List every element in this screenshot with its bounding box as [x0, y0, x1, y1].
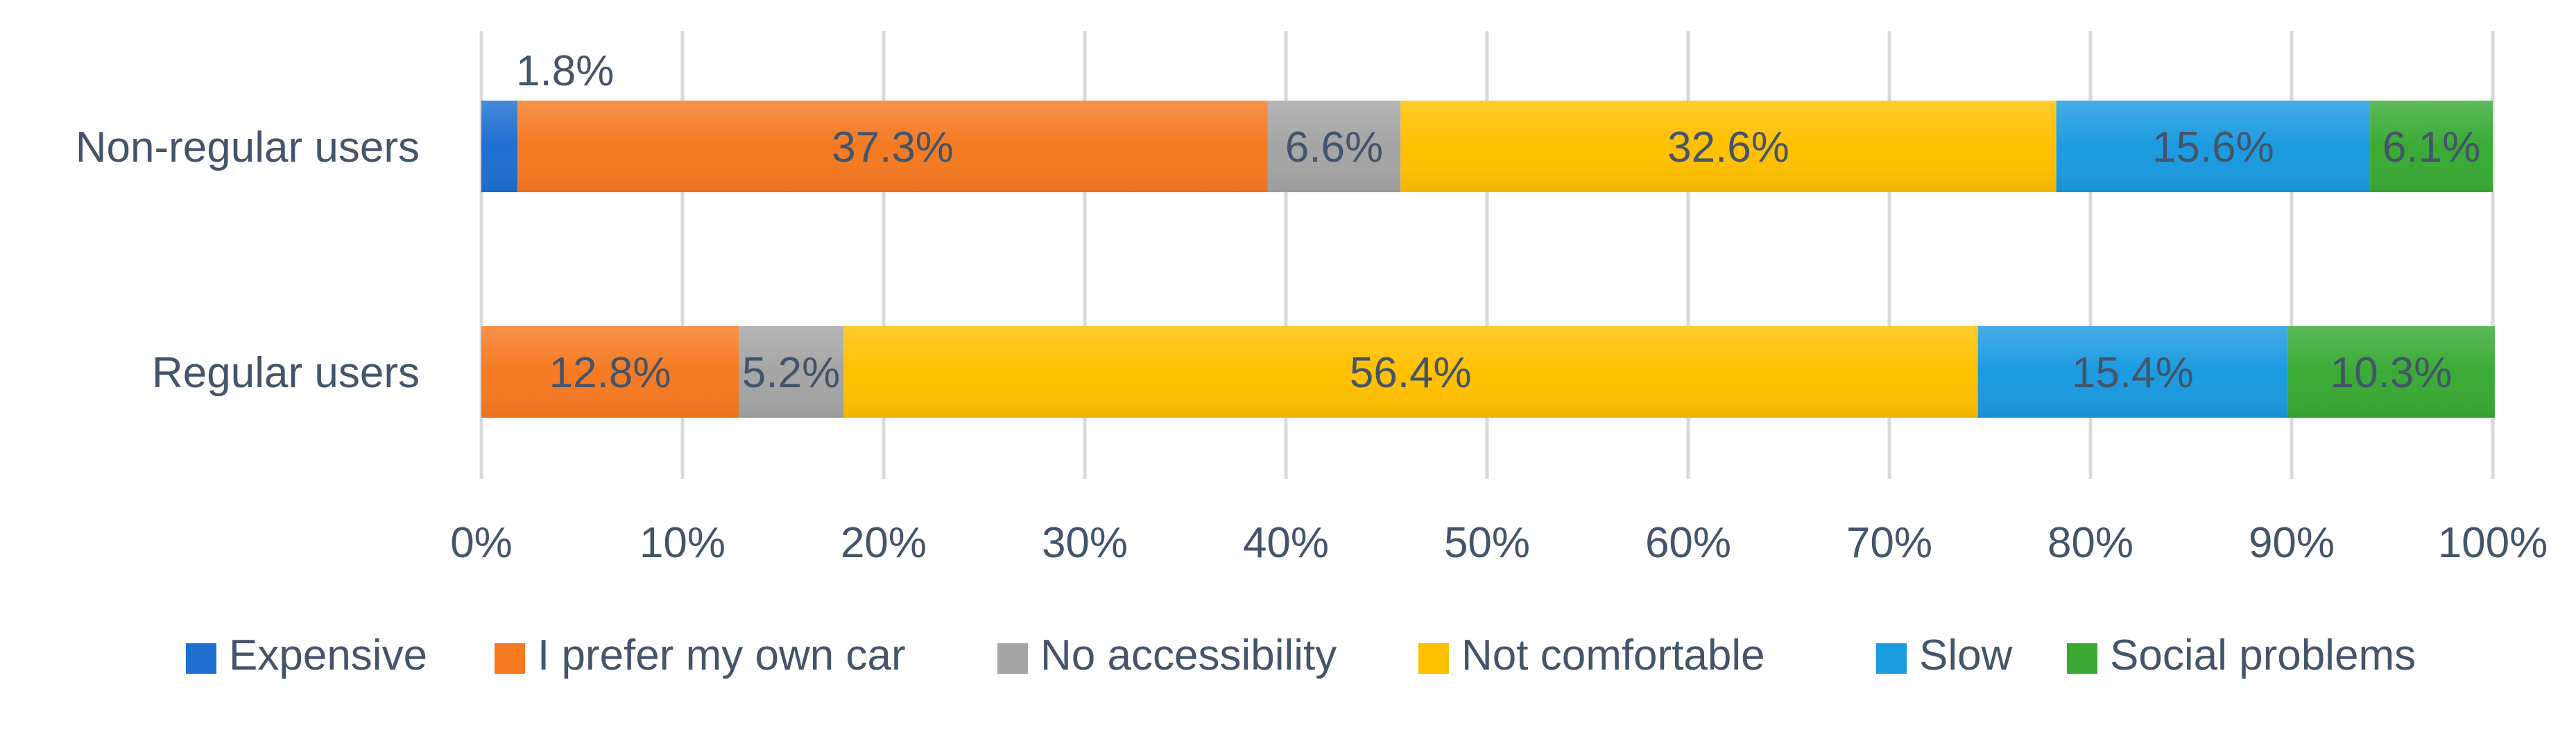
legend-label: I prefer my own car: [538, 631, 906, 679]
data-label: 12.8%: [549, 349, 671, 397]
x-tick-label: 10%: [639, 519, 725, 567]
y-axis-categories: Non-regular users Regular users: [76, 124, 420, 397]
data-label: 56.4%: [1350, 349, 1472, 397]
bar-segment-shade: [739, 326, 843, 418]
legend: Expensive I prefer my own car No accessibi…: [186, 631, 2416, 679]
x-tick-label: 40%: [1243, 519, 1329, 567]
legend-swatch: [997, 643, 1028, 674]
category-label: Regular users: [152, 349, 420, 397]
bar-segment-shade: [1977, 326, 2288, 418]
category-label: Non-regular users: [76, 124, 420, 171]
bar-segment-shade: [481, 101, 518, 192]
bars: [481, 101, 2495, 418]
legend-swatch: [186, 643, 216, 674]
x-tick-label: 70%: [1846, 519, 1932, 567]
legend-swatch: [1876, 643, 1907, 674]
data-label: 1.8%: [516, 47, 614, 95]
bar-segment-shade: [1267, 101, 1401, 192]
x-tick-label: 20%: [841, 519, 927, 567]
x-tick-label: 90%: [2249, 519, 2335, 567]
x-tick-label: 60%: [1645, 519, 1731, 567]
bar-segment-shade: [843, 326, 1978, 418]
legend-label: Social problems: [2110, 631, 2416, 679]
x-tick-label: 100%: [2438, 519, 2548, 567]
x-axis-ticks: 0% 10% 20% 30% 40% 50% 60% 70% 80% 90% 100%: [450, 519, 2548, 567]
data-label: 6.6%: [1285, 124, 1383, 171]
bar-segment-shade: [1400, 101, 2056, 192]
x-tick-label: 30%: [1042, 519, 1128, 567]
legend-label: Slow: [1919, 631, 2013, 679]
bar-segment-shade: [2287, 326, 2495, 418]
legend-label: Expensive: [229, 631, 427, 679]
data-labels: 1.8% 37.3% 6.6% 32.6% 15.6% 6.1% 12.8% 5.2% 56.4…: [516, 47, 2480, 397]
bar-segment-shade: [481, 326, 739, 418]
x-tick-label: 80%: [2047, 519, 2133, 567]
bar-segment-shade: [517, 101, 1268, 192]
data-label: 15.4%: [2072, 349, 2194, 397]
data-label: 10.3%: [2330, 349, 2453, 397]
data-label: 37.3%: [832, 124, 954, 171]
bar-segment-shade: [2370, 101, 2493, 192]
data-label: 15.6%: [2152, 124, 2274, 171]
data-label: 32.6%: [1667, 124, 1789, 171]
legend-swatch: [495, 643, 525, 674]
x-tick-label: 0%: [450, 519, 513, 567]
data-label: 6.1%: [2382, 124, 2480, 171]
legend-label: No accessibility: [1040, 631, 1337, 679]
x-tick-label: 50%: [1444, 519, 1530, 567]
bar-segment-shade: [2056, 101, 2371, 192]
data-label: 5.2%: [742, 349, 840, 397]
legend-label: Not comfortable: [1461, 631, 1765, 679]
legend-swatch: [1418, 643, 1449, 674]
legend-swatch: [2067, 643, 2097, 674]
